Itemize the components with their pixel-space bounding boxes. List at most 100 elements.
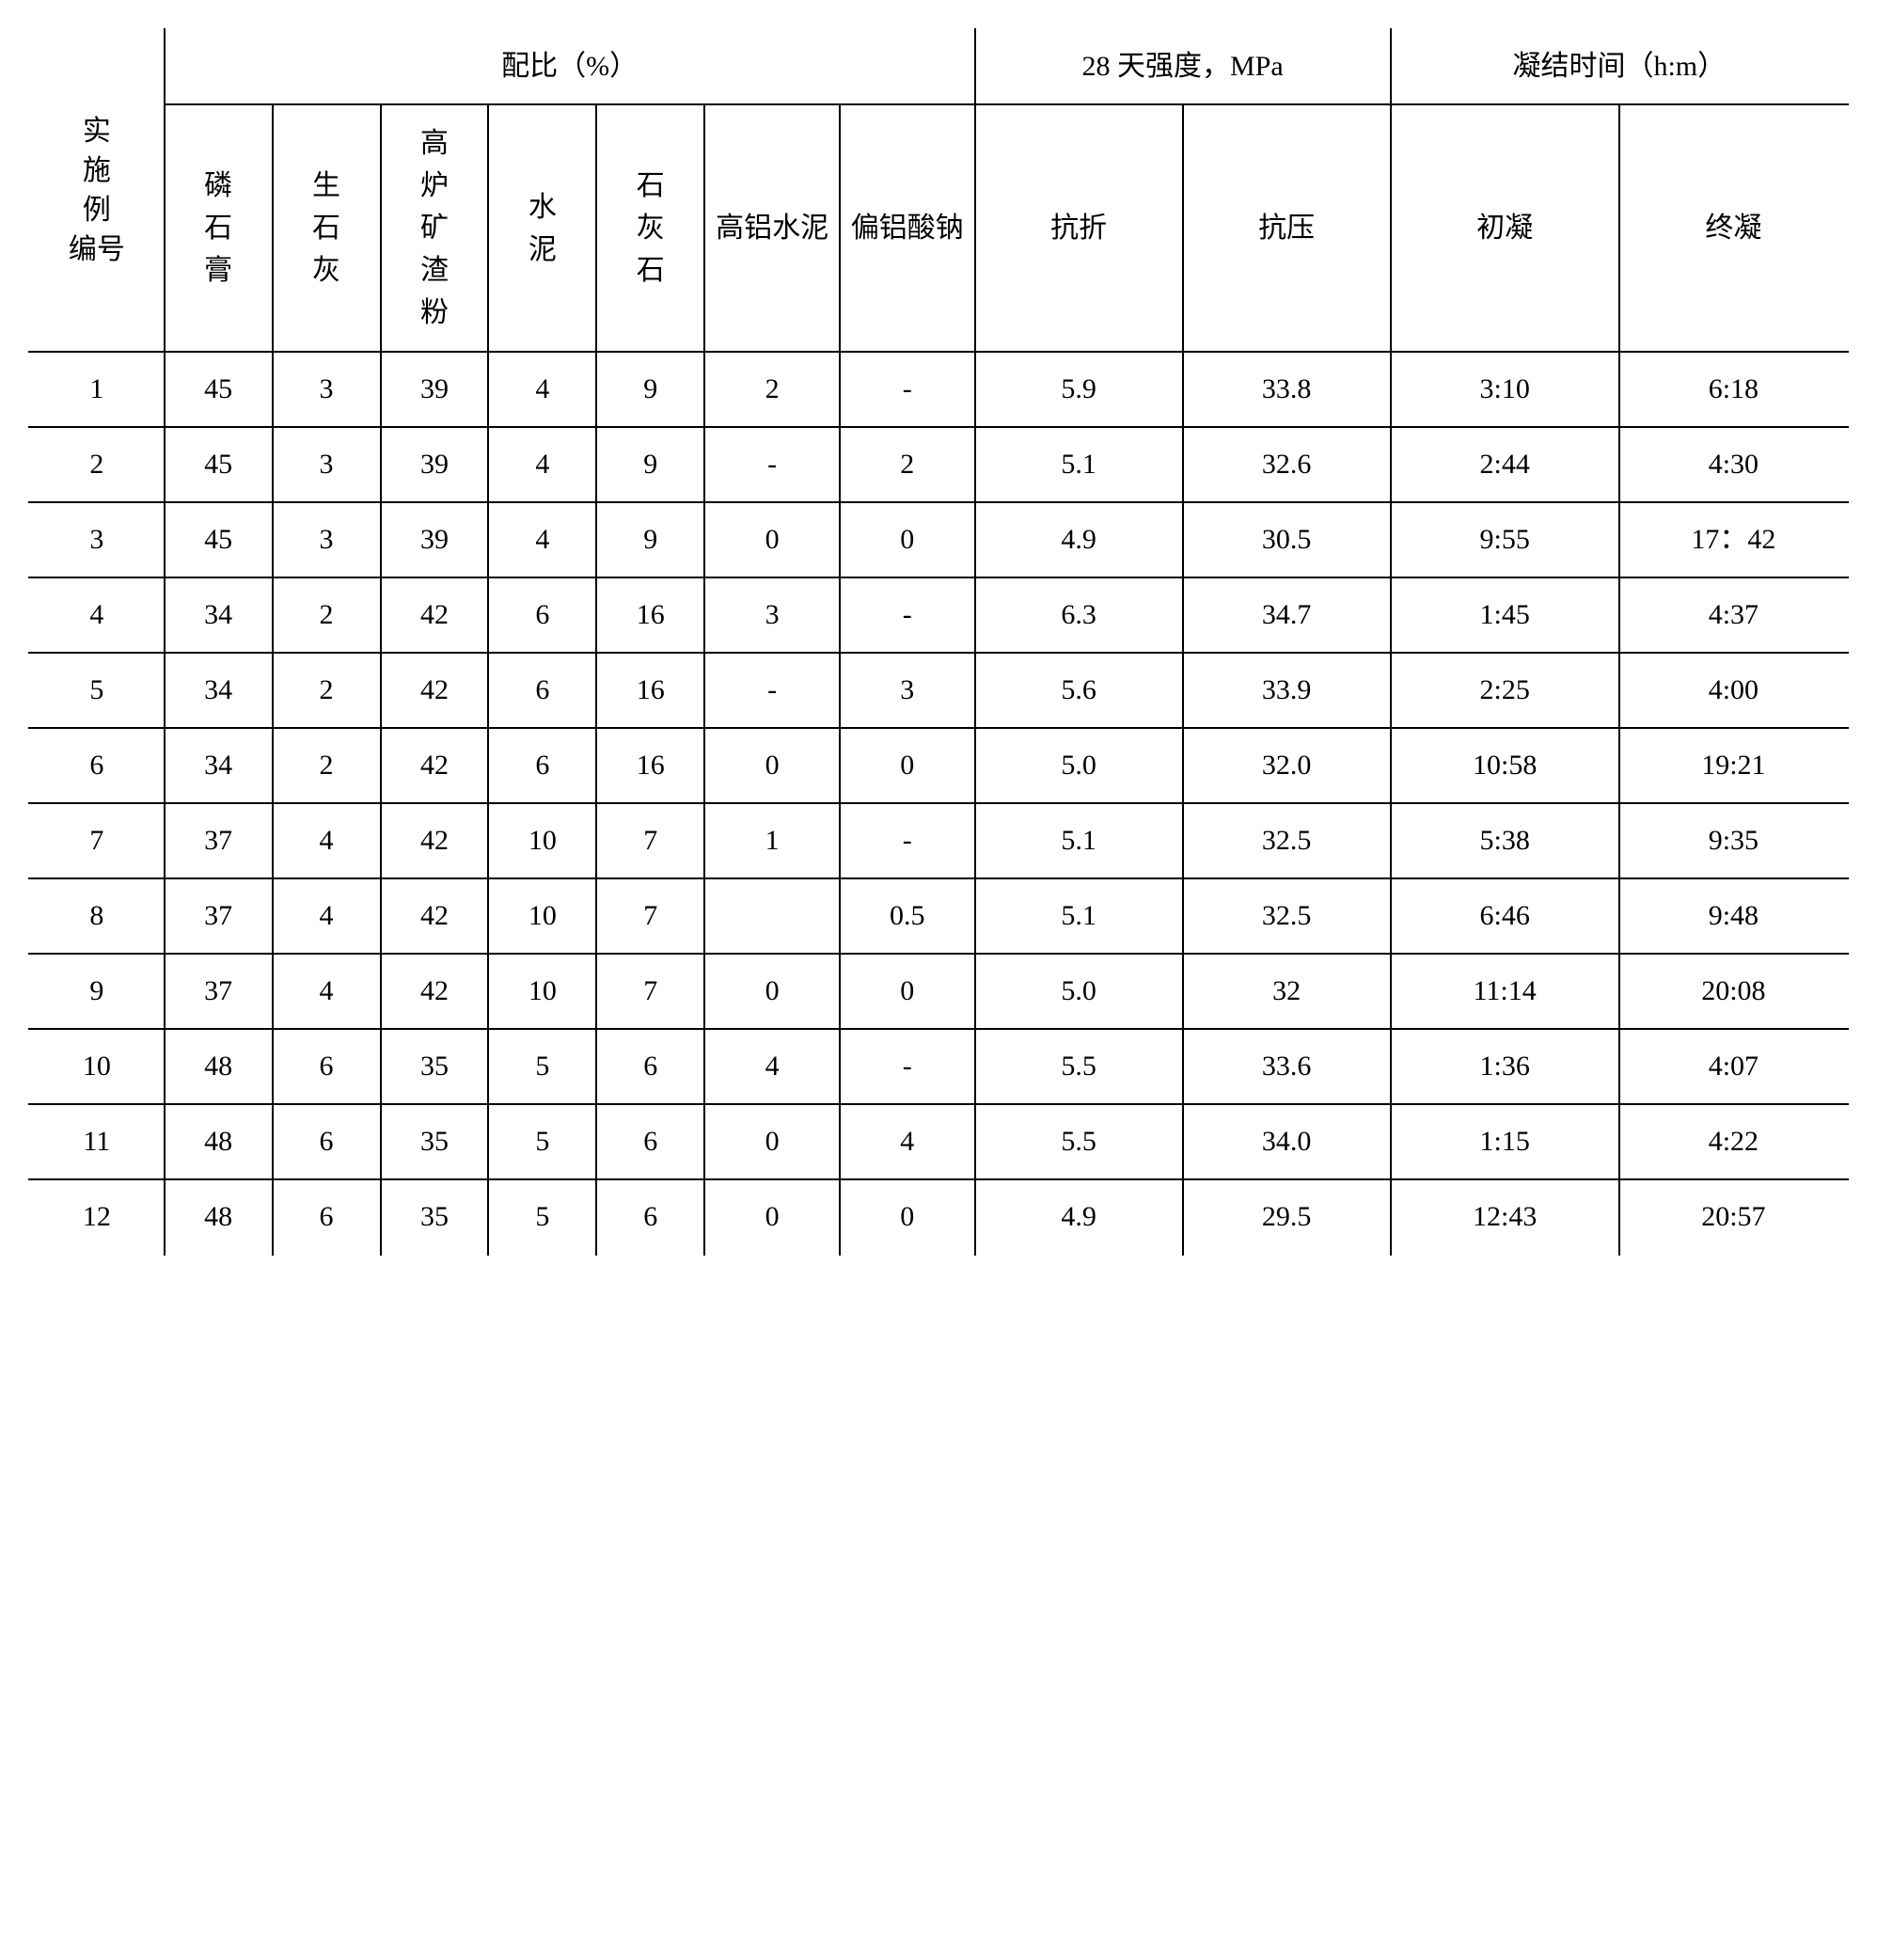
table-cell: 39 bbox=[381, 427, 489, 502]
table-cell: 6 bbox=[596, 1029, 704, 1104]
table-cell: 0 bbox=[704, 1179, 840, 1255]
table-cell: 4.9 bbox=[975, 502, 1183, 577]
table-cell: 12:43 bbox=[1391, 1179, 1619, 1255]
table-cell: 4.9 bbox=[975, 1179, 1183, 1255]
table-cell: 4:00 bbox=[1619, 653, 1848, 728]
table-cell: 48 bbox=[165, 1029, 273, 1104]
table-cell: 1 bbox=[704, 803, 840, 878]
table-cell: 6 bbox=[488, 728, 596, 803]
table-cell: 8 bbox=[29, 878, 165, 954]
table-body: 145339492-5.933.83:106:1824533949-25.132… bbox=[29, 352, 1848, 1255]
table-cell: 20:57 bbox=[1619, 1179, 1848, 1255]
table-cell: 4 bbox=[273, 878, 381, 954]
table-cell: 3 bbox=[273, 427, 381, 502]
table-cell: 5.6 bbox=[975, 653, 1183, 728]
table-cell: 4:37 bbox=[1619, 577, 1848, 653]
table-cell: 10 bbox=[29, 1029, 165, 1104]
table-cell: 4 bbox=[29, 577, 165, 653]
table-cell: 2:25 bbox=[1391, 653, 1619, 728]
table-cell: 33.8 bbox=[1183, 352, 1391, 427]
header-group-strength: 28 天强度，MPa bbox=[975, 29, 1391, 104]
table-cell: 4:30 bbox=[1619, 427, 1848, 502]
table-cell: 2 bbox=[840, 427, 975, 502]
table-cell: 9:48 bbox=[1619, 878, 1848, 954]
table-cell: 1:45 bbox=[1391, 577, 1619, 653]
table-cell: 2 bbox=[273, 653, 381, 728]
table-cell: 3 bbox=[840, 653, 975, 728]
table-row: 114863556045.534.01:154:22 bbox=[29, 1104, 1848, 1179]
table-row: 937442107005.03211:1420:08 bbox=[29, 954, 1848, 1029]
table-cell: 45 bbox=[165, 427, 273, 502]
table-cell: 34 bbox=[165, 653, 273, 728]
table-cell: 9 bbox=[596, 352, 704, 427]
table-header: 实 施 例 编号 配比（%） 28 天强度，MPa 凝结时间（h:m） 磷石膏 … bbox=[29, 29, 1848, 352]
table-cell: 5.0 bbox=[975, 728, 1183, 803]
table-cell: 0 bbox=[840, 502, 975, 577]
header-group-mix: 配比（%） bbox=[165, 29, 975, 104]
table-cell: 20:08 bbox=[1619, 954, 1848, 1029]
table-row: 145339492-5.933.83:106:18 bbox=[29, 352, 1848, 427]
table-cell: 9 bbox=[596, 427, 704, 502]
table-cell: 34.0 bbox=[1183, 1104, 1391, 1179]
table-cell: 4:07 bbox=[1619, 1029, 1848, 1104]
table-cell: 16 bbox=[596, 728, 704, 803]
table-cell: - bbox=[840, 1029, 975, 1104]
table-cell: 4 bbox=[840, 1104, 975, 1179]
table-cell: 4 bbox=[488, 502, 596, 577]
table-cell: 5.1 bbox=[975, 803, 1183, 878]
table-cell: 33.9 bbox=[1183, 653, 1391, 728]
table-cell: - bbox=[840, 352, 975, 427]
table-row: 1048635564-5.533.61:364:07 bbox=[29, 1029, 1848, 1104]
table-cell: 0 bbox=[704, 728, 840, 803]
table-cell: 7 bbox=[596, 954, 704, 1029]
table-cell: 10:58 bbox=[1391, 728, 1619, 803]
table-cell: - bbox=[704, 427, 840, 502]
table-cell: 3 bbox=[704, 577, 840, 653]
header-time-col: 终凝 bbox=[1619, 104, 1848, 352]
table-cell: 4 bbox=[488, 427, 596, 502]
table-cell: 5.9 bbox=[975, 352, 1183, 427]
table-cell: 0 bbox=[840, 1179, 975, 1255]
row-label-line: 编号 bbox=[69, 234, 125, 265]
header-strength-col: 抗压 bbox=[1183, 104, 1391, 352]
table-cell: 42 bbox=[381, 803, 489, 878]
table-cell: 0 bbox=[840, 728, 975, 803]
table-cell: 7 bbox=[29, 803, 165, 878]
table-cell: 10 bbox=[488, 954, 596, 1029]
table-cell: 37 bbox=[165, 878, 273, 954]
table-cell: 32.5 bbox=[1183, 803, 1391, 878]
table-cell: 48 bbox=[165, 1104, 273, 1179]
table-cell: 1:36 bbox=[1391, 1029, 1619, 1104]
table-cell: 4 bbox=[273, 803, 381, 878]
table-cell: 42 bbox=[381, 954, 489, 1029]
table-cell: 6 bbox=[29, 728, 165, 803]
header-mix-col: 高炉矿渣粉 bbox=[381, 104, 489, 352]
table-cell: 6 bbox=[273, 1179, 381, 1255]
table-cell: 1 bbox=[29, 352, 165, 427]
table-cell: 5 bbox=[29, 653, 165, 728]
table-cell: 5 bbox=[488, 1179, 596, 1255]
table-cell: 35 bbox=[381, 1029, 489, 1104]
table-cell: 0 bbox=[704, 1104, 840, 1179]
table-cell: 6 bbox=[273, 1029, 381, 1104]
header-mix-col: 生石灰 bbox=[273, 104, 381, 352]
table-cell: 2 bbox=[704, 352, 840, 427]
table-cell: 9 bbox=[596, 502, 704, 577]
table-cell: 4 bbox=[273, 954, 381, 1029]
table-cell: 6 bbox=[488, 577, 596, 653]
row-label-line: 例 bbox=[83, 195, 111, 226]
table-row: 534242616-35.633.92:254:00 bbox=[29, 653, 1848, 728]
data-table: 实 施 例 编号 配比（%） 28 天强度，MPa 凝结时间（h:m） 磷石膏 … bbox=[28, 28, 1849, 1256]
table-cell: 5:38 bbox=[1391, 803, 1619, 878]
table-cell: 4 bbox=[704, 1029, 840, 1104]
table-cell bbox=[704, 878, 840, 954]
header-mix-col: 磷石膏 bbox=[165, 104, 273, 352]
table-cell: 35 bbox=[381, 1104, 489, 1179]
table-cell: 0 bbox=[840, 954, 975, 1029]
table-cell: 34 bbox=[165, 728, 273, 803]
table-cell: 9:55 bbox=[1391, 502, 1619, 577]
table-cell: 45 bbox=[165, 352, 273, 427]
table-cell: 6 bbox=[596, 1179, 704, 1255]
table-cell: 37 bbox=[165, 954, 273, 1029]
table-cell: 17：42 bbox=[1619, 502, 1848, 577]
